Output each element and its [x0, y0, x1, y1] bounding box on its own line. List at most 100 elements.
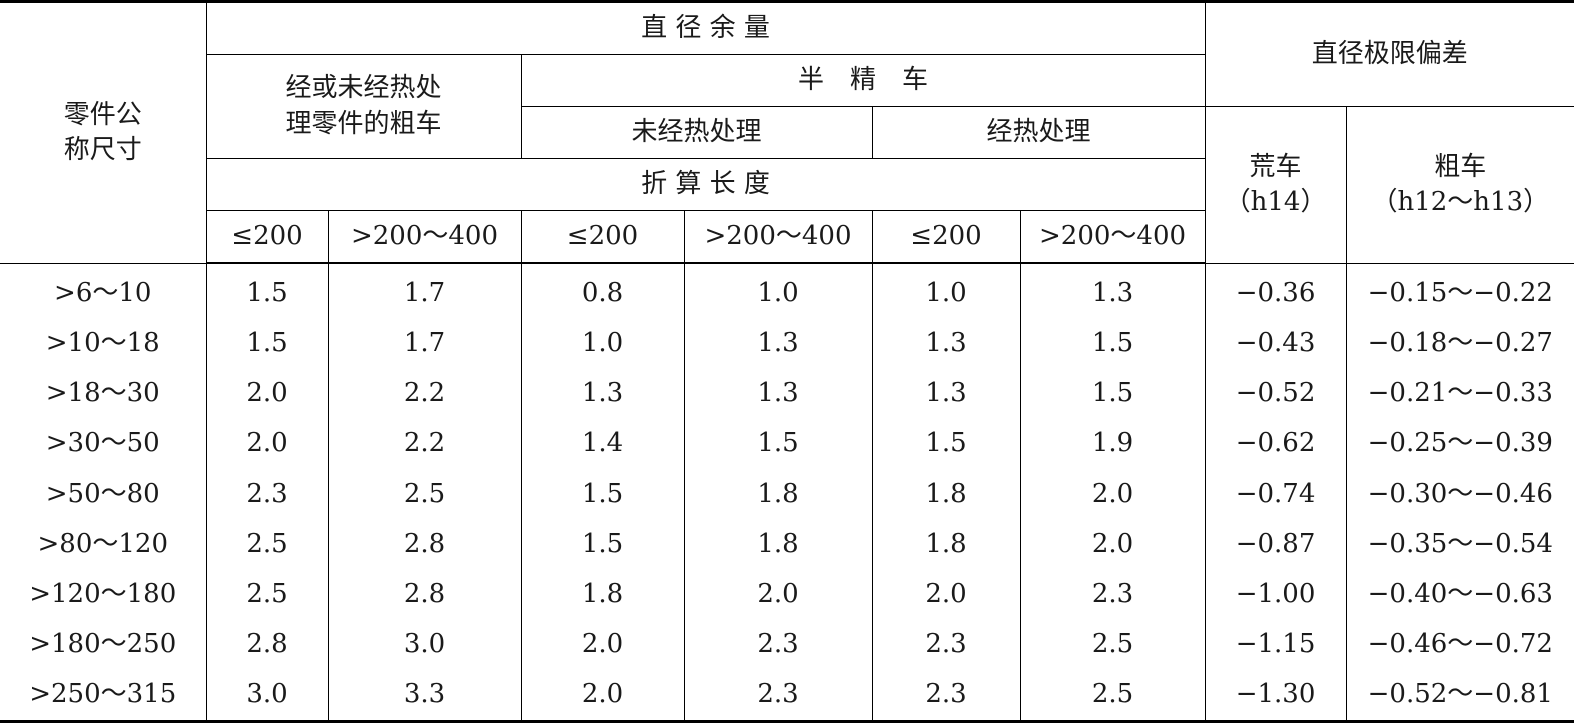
cell-barren-h14: −0.74 [1204, 468, 1347, 519]
cell-rough-h12-h13: −0.15～−0.22 [1345, 263, 1574, 319]
cell-heat-200-400: 2.0 [1019, 468, 1206, 519]
header-len-200-400-not-heat: >200～400 [683, 210, 873, 264]
cell-rough-h12-h13: −0.46～−0.72 [1345, 619, 1574, 670]
table-row: >30～50 2.0 2.2 1.4 1.5 1.5 1.9 −0.62 −0.25～−0.39 [0, 418, 1574, 469]
table-row: >250～315 3.0 3.3 2.0 2.3 2.3 2.5 −1.30 −0.52～−0.… [0, 669, 1574, 722]
header-rough-turning-line2: 理零件的粗车 [285, 108, 442, 139]
cell-heat-200-400: 2.5 [1019, 619, 1206, 670]
cell-barren-h14: −0.43 [1204, 318, 1347, 369]
cell-rough-200-400: 2.2 [327, 418, 522, 469]
cell-not-heat-le200: 1.4 [520, 418, 685, 469]
cell-not-heat-200-400: 1.3 [683, 368, 873, 419]
header-converted-length: 折 算 长 度 [205, 158, 1206, 211]
header-rough-tolerance-line2: （h12～h13） [1371, 186, 1550, 217]
cell-rough-le200: 2.8 [205, 619, 329, 670]
cell-part-size: >10～18 [0, 318, 207, 369]
cell-rough-le200: 2.3 [205, 468, 329, 519]
cell-not-heat-le200: 1.8 [520, 569, 685, 620]
cell-not-heat-200-400: 1.5 [683, 418, 873, 469]
cell-rough-h12-h13: −0.40～−0.63 [1345, 569, 1574, 620]
cell-part-size: >250～315 [0, 669, 207, 722]
cell-part-size: >18～30 [0, 368, 207, 419]
cell-heat-200-400: 2.5 [1019, 669, 1206, 722]
cell-not-heat-le200: 1.5 [520, 518, 685, 570]
cell-not-heat-le200: 0.8 [520, 263, 685, 319]
cell-rough-le200: 2.5 [205, 569, 329, 620]
cell-part-size: >6～10 [0, 263, 207, 319]
cell-barren-h14: −0.52 [1204, 368, 1347, 419]
table-header: 零件公 称尺寸 直 径 余 量 直径极限偏差 经或未经热处 理零件的粗车 半 精… [0, 1, 1574, 264]
header-heat-treated: 经热处理 [871, 106, 1206, 159]
cell-heat-200-400: 1.5 [1019, 368, 1206, 419]
cell-not-heat-200-400: 2.0 [683, 569, 873, 620]
cell-rough-le200: 2.5 [205, 518, 329, 570]
cell-rough-h12-h13: −0.25～−0.39 [1345, 418, 1574, 469]
cell-rough-h12-h13: −0.21～−0.33 [1345, 368, 1574, 419]
cell-rough-h12-h13: −0.35～−0.54 [1345, 518, 1574, 570]
cell-heat-le200: 1.8 [871, 468, 1021, 519]
header-len-le200-rough: ≤200 [205, 210, 329, 264]
cell-not-heat-200-400: 2.3 [683, 619, 873, 670]
table-row: >120～180 2.5 2.8 1.8 2.0 2.0 2.3 −1.00 −0.40～−0.… [0, 569, 1574, 620]
header-part-size-line1: 零件公 [63, 99, 142, 130]
header-len-200-400-heat: >200～400 [1019, 210, 1206, 264]
cell-heat-le200: 2.3 [871, 669, 1021, 722]
cell-barren-h14: −0.36 [1204, 263, 1347, 319]
header-barren-turning-line2: （h14） [1224, 186, 1327, 217]
header-barren-turning-line1: 荒车 [1249, 151, 1302, 182]
cell-not-heat-le200: 1.5 [520, 468, 685, 519]
cell-heat-le200: 1.0 [871, 263, 1021, 319]
cell-not-heat-200-400: 1.0 [683, 263, 873, 319]
cell-rough-200-400: 2.5 [327, 468, 522, 519]
cell-heat-200-400: 2.0 [1019, 518, 1206, 570]
cell-barren-h14: −0.87 [1204, 518, 1347, 570]
cell-part-size: >30～50 [0, 418, 207, 469]
table-row: >18～30 2.0 2.2 1.3 1.3 1.3 1.5 −0.52 −0.21～−0.33 [0, 368, 1574, 419]
header-rough-turning: 经或未经热处 理零件的粗车 [205, 54, 522, 159]
cell-heat-200-400: 1.3 [1019, 263, 1206, 319]
cell-rough-le200: 3.0 [205, 669, 329, 722]
header-part-size: 零件公 称尺寸 [0, 1, 207, 264]
cell-rough-200-400: 1.7 [327, 318, 522, 369]
cell-not-heat-200-400: 1.8 [683, 468, 873, 519]
cell-rough-200-400: 2.8 [327, 569, 522, 620]
cell-part-size: >50～80 [0, 468, 207, 519]
cell-not-heat-le200: 2.0 [520, 669, 685, 722]
cell-barren-h14: −1.15 [1204, 619, 1347, 670]
header-barren-turning: 荒车 （h14） [1204, 106, 1347, 264]
header-len-le200-heat: ≤200 [871, 210, 1021, 264]
cell-rough-200-400: 2.8 [327, 518, 522, 570]
cell-heat-200-400: 2.3 [1019, 569, 1206, 620]
header-rough-tolerance-line1: 粗车 [1434, 151, 1487, 182]
cell-not-heat-200-400: 1.8 [683, 518, 873, 570]
header-diameter-allowance: 直 径 余 量 [205, 1, 1206, 55]
cell-part-size: >80～120 [0, 518, 207, 570]
header-len-le200-not-heat: ≤200 [520, 210, 685, 264]
cell-not-heat-le200: 1.3 [520, 368, 685, 419]
header-diameter-limit-deviation: 直径极限偏差 [1204, 1, 1574, 107]
cell-not-heat-le200: 1.0 [520, 318, 685, 369]
cell-heat-le200: 1.8 [871, 518, 1021, 570]
table-row: >80～120 2.5 2.8 1.5 1.8 1.8 2.0 −0.87 −0.35～−0.5… [0, 518, 1574, 570]
cell-heat-le200: 2.3 [871, 619, 1021, 670]
cell-heat-le200: 2.0 [871, 569, 1021, 620]
cell-heat-le200: 1.3 [871, 318, 1021, 369]
cell-barren-h14: −1.30 [1204, 669, 1347, 722]
cell-part-size: >120～180 [0, 569, 207, 620]
cell-not-heat-le200: 2.0 [520, 619, 685, 670]
cell-rough-le200: 2.0 [205, 368, 329, 419]
cell-part-size: >180～250 [0, 619, 207, 670]
header-semi-finish-turning: 半 精 车 [520, 54, 1206, 107]
table-row: >50～80 2.3 2.5 1.5 1.8 1.8 2.0 −0.74 −0.30～−0.46 [0, 468, 1574, 519]
header-part-size-line2: 称尺寸 [63, 134, 142, 165]
cell-rough-le200: 1.5 [205, 263, 329, 319]
cell-heat-200-400: 1.5 [1019, 318, 1206, 369]
header-rough-tolerance: 粗车 （h12～h13） [1345, 106, 1574, 264]
cell-rough-le200: 1.5 [205, 318, 329, 369]
header-not-heat-treated: 未经热处理 [520, 106, 873, 159]
cell-barren-h14: −0.62 [1204, 418, 1347, 469]
cell-heat-le200: 1.5 [871, 418, 1021, 469]
cell-heat-le200: 1.3 [871, 368, 1021, 419]
